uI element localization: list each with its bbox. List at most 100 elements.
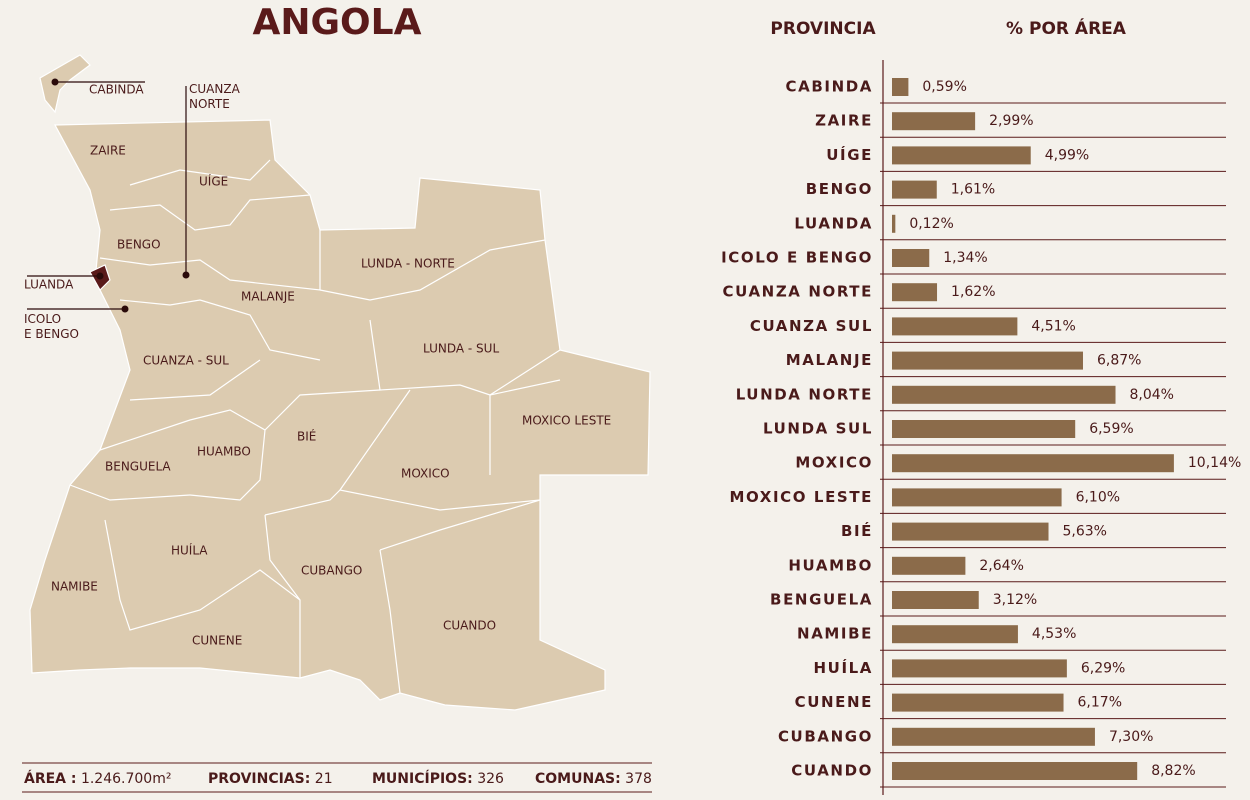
map-label: LUNDA - SUL (423, 342, 499, 356)
value-label: 6,87% (1097, 353, 1141, 369)
category-label: LUNDA NORTE (736, 385, 873, 403)
map-label: NAMIBE (51, 580, 98, 594)
map-label: CUANZA NORTE (189, 82, 241, 111)
value-label: 4,51% (1031, 318, 1075, 334)
footer-item: MUNICÍPIOS: 326 (372, 770, 504, 787)
footer-value: 21 (315, 771, 333, 787)
map-label: MOXICO LESTE (522, 414, 611, 428)
bar (892, 146, 1031, 165)
footer: ÁREA : 1.246.700m² PROVINCIAS: 21 MUNICÍ… (24, 770, 652, 787)
bar (892, 693, 1064, 712)
value-header: % POR ÁREA (1006, 17, 1127, 39)
leader-lines (27, 81, 187, 310)
map-borders (69, 159, 561, 694)
category-label: ICOLO E BENGO (721, 249, 873, 267)
category-label: LUANDA (794, 214, 873, 232)
footer-label: PROVINCIAS: (208, 771, 310, 787)
bar (892, 556, 966, 575)
category-label: CUBANGO (778, 727, 873, 745)
map-label: BENGUELA (105, 460, 171, 474)
category-label: HUAMBO (788, 556, 873, 574)
category-label: HUÍLA (814, 658, 873, 677)
value-label: 7,30% (1109, 729, 1153, 745)
category-label: UÍGE (826, 145, 873, 164)
category-label: CUNENE (795, 693, 873, 711)
category-label: MOXICO LESTE (729, 488, 873, 506)
value-label: 8,04% (1130, 387, 1174, 403)
footer-value: 326 (477, 771, 504, 787)
map-label: ZAIRE (90, 144, 126, 158)
category-label: NAMIBE (797, 625, 873, 643)
category-label: CUANZA SUL (750, 317, 873, 335)
value-label: 4,53% (1032, 626, 1076, 642)
category-label: CUANDO (791, 762, 873, 780)
bar (892, 317, 1018, 336)
map-label: CUANDO (443, 619, 496, 633)
bar (892, 488, 1062, 507)
category-header: PROVINCIA (770, 19, 876, 39)
leader-dot (51, 78, 59, 86)
leader-dot (182, 271, 190, 279)
bar (892, 454, 1174, 473)
map-label: CABINDA (89, 83, 144, 97)
map-label-line: ICOLO (24, 312, 61, 326)
value-label: 5,63% (1063, 524, 1107, 540)
bar (892, 522, 1049, 541)
bar (892, 351, 1083, 370)
footer-value: 378 (625, 771, 652, 787)
value-label: 8,82% (1151, 763, 1195, 779)
leader-dots (51, 78, 190, 313)
bar (892, 249, 930, 267)
value-label: 1,34% (943, 250, 987, 266)
map-label: CUANZA - SUL (143, 354, 229, 368)
leader-dot (96, 272, 104, 280)
map-label-line: E BENGO (24, 327, 79, 341)
bar (892, 727, 1095, 746)
footer-value: 1.246.700m² (81, 771, 172, 787)
value-label: 6,17% (1078, 695, 1122, 711)
bar (892, 659, 1067, 678)
bar-chart: CABINDA 0,59% ZAIRE 2,99% UÍGE 4,99% BENGO 1,61… (721, 78, 1241, 788)
footer-label: ÁREA : (24, 770, 77, 787)
category-label: BENGO (806, 180, 873, 198)
map (29, 54, 651, 711)
bar (892, 214, 896, 233)
footer-item: ÁREA : 1.246.700m² (24, 770, 171, 787)
map-label: UÍGE (199, 174, 228, 189)
map-label: ICOLO E BENGO (24, 312, 79, 341)
value-label: 6,10% (1076, 489, 1120, 505)
bar (892, 283, 938, 302)
value-label: 0,12% (909, 216, 953, 232)
value-label: 1,61% (951, 182, 995, 198)
category-label: CUANZA NORTE (723, 283, 873, 301)
category-label: MOXICO (795, 454, 873, 472)
bar (892, 591, 979, 609)
map-label: MOXICO (401, 467, 450, 481)
category-label: LUNDA SUL (763, 420, 873, 438)
bar (892, 762, 1138, 780)
map-label-line: NORTE (189, 97, 230, 111)
footer-item: COMUNAS: 378 (535, 771, 652, 787)
category-label: ZAIRE (815, 112, 873, 130)
map-labels: CABINDA CUANZA NORTE ZAIRE UÍGE BENGO LUA… (24, 82, 611, 648)
value-label: 1,62% (951, 284, 995, 300)
footer-item: PROVINCIAS: 21 (208, 771, 333, 787)
map-label: MALANJE (241, 290, 295, 304)
map-label: HUAMBO (197, 445, 251, 459)
map-label: LUANDA (24, 278, 74, 292)
bar (892, 180, 937, 199)
value-label: 10,14% (1188, 455, 1241, 471)
map-label: HUÍLA (171, 543, 208, 558)
map-cabinda (39, 54, 91, 114)
map-label: BENGO (117, 238, 161, 252)
value-label: 6,59% (1089, 421, 1133, 437)
category-label: BENGUELA (770, 591, 873, 609)
map-label: LUNDA - NORTE (361, 257, 455, 271)
value-label: 3,12% (993, 592, 1037, 608)
bar (892, 385, 1116, 404)
title: ANGOLA (253, 2, 422, 43)
category-label: MALANJE (786, 351, 873, 369)
leader-dot (121, 305, 129, 313)
value-label: 6,29% (1081, 660, 1125, 676)
